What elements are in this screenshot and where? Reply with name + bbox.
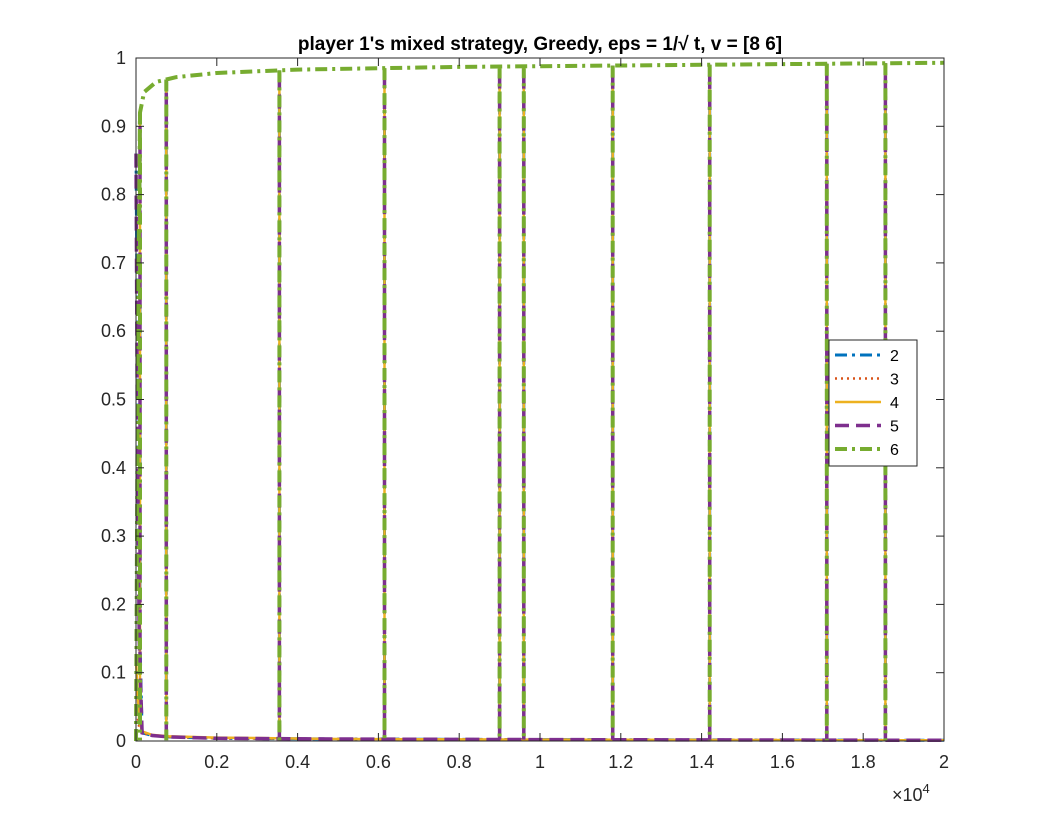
legend-label-4: 4 <box>890 395 899 412</box>
x-tick-label: 0.2 <box>204 752 229 772</box>
legend-label-6: 6 <box>890 442 899 459</box>
series-layer <box>134 60 945 743</box>
y-tick-label: 0.7 <box>101 253 126 273</box>
y-tick-label: 0.6 <box>101 321 126 341</box>
y-tick-label: 0.9 <box>101 116 126 136</box>
x-tick-label: 0.6 <box>366 752 391 772</box>
y-tick-label: 0 <box>116 731 126 751</box>
series-6-line <box>134 60 945 742</box>
legend-label-5: 5 <box>890 419 899 436</box>
x-tick-label: 0.4 <box>285 752 310 772</box>
legend-label-3: 3 <box>890 372 899 389</box>
x-exponent-base: ×10 <box>892 785 923 805</box>
x-tick-label: 1.6 <box>770 752 795 772</box>
y-tick-label: 0.5 <box>101 390 126 410</box>
x-tick-label: 0 <box>131 752 141 772</box>
x-tick-label: 1.8 <box>851 752 876 772</box>
x-exponent-power: 4 <box>923 781 930 796</box>
ticks-layer: 0 0.2 0.4 0.6 0.8 1 1.2 1.4 1.6 1.8 2 0 0.1 0.2 0.3 0.4… <box>101 48 949 772</box>
y-tick-label: 0.2 <box>101 594 126 614</box>
x-axis-exponent: ×104 <box>892 781 930 805</box>
x-tick-label: 0.8 <box>447 752 472 772</box>
plot-area <box>136 58 944 741</box>
x-tick-label: 1.4 <box>689 752 714 772</box>
x-tick-label: 2 <box>939 752 949 772</box>
legend-label-2: 2 <box>890 348 899 365</box>
x-tick-label: 1 <box>535 752 545 772</box>
y-tick-label: 0.1 <box>101 663 126 683</box>
y-tick-label: 0.3 <box>101 526 126 546</box>
y-tick-label: 0.4 <box>101 458 126 478</box>
legend: 2 3 4 5 6 <box>828 339 918 467</box>
x-tick-label: 1.2 <box>608 752 633 772</box>
chart-title: player 1's mixed strategy, Greedy, eps =… <box>298 34 782 55</box>
y-tick-label: 1 <box>116 48 126 68</box>
y-tick-label: 0.8 <box>101 185 126 205</box>
